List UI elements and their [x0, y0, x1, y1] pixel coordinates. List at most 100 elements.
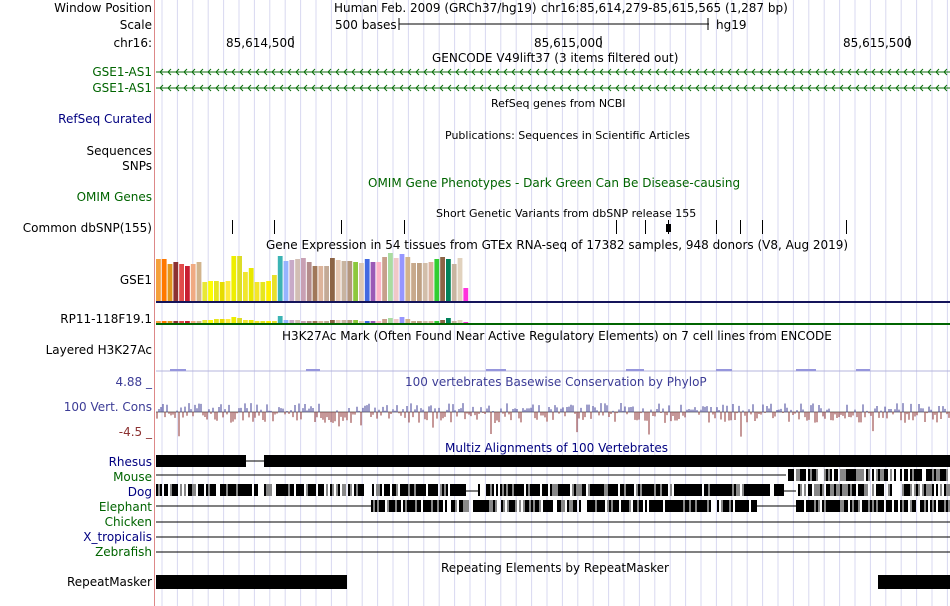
strand-arrow: [167, 84, 172, 92]
alignment-block: [419, 500, 421, 512]
alignment-block: [944, 469, 946, 481]
strand-arrow: [655, 68, 660, 76]
strand-arrow: [607, 68, 612, 76]
gencode-gse1-as1-label-1[interactable]: GSE1-AS1: [92, 65, 152, 79]
alignment-block: [407, 500, 409, 512]
alignment-block: [906, 500, 908, 512]
strand-arrow: [767, 68, 772, 76]
alignment-block: [312, 484, 314, 496]
alignment-block: [557, 500, 559, 512]
gtex-bar-gse1: [161, 259, 167, 301]
alignment-block: [852, 500, 854, 512]
alignment-block: [880, 469, 882, 481]
alignment-block: [623, 500, 625, 512]
omim-genes-label[interactable]: OMIM Genes: [76, 190, 152, 204]
alignment-block: [862, 484, 864, 496]
zebrafish-label[interactable]: Zebrafish: [95, 545, 152, 559]
strand-arrow: [551, 84, 556, 92]
alignment-block: [723, 500, 725, 512]
mouse-label[interactable]: Mouse: [113, 470, 152, 484]
gtex-bar-gse1: [214, 281, 219, 301]
h3k27ac-track[interactable]: [156, 364, 950, 374]
alignment-block: [649, 500, 651, 512]
alignment-block: [451, 500, 453, 512]
refseq-label[interactable]: RefSeq Curated: [58, 112, 152, 126]
alignment-block: [342, 484, 344, 496]
cons-label[interactable]: 100 Vert. Cons: [63, 400, 152, 414]
repeatmasker-track[interactable]: [156, 574, 950, 592]
phylop-track[interactable]: [156, 390, 950, 440]
dog-label[interactable]: Dog: [127, 485, 152, 499]
gtex-track[interactable]: [156, 252, 950, 328]
alignment-block: [942, 469, 944, 481]
gtex-bar-gse1: [411, 263, 416, 301]
strand-arrow: [799, 84, 804, 92]
alignment-block: [156, 455, 246, 467]
dbsnp-label[interactable]: Common dbSNP(155): [22, 221, 152, 235]
alignment-block: [944, 500, 946, 512]
alignment-block: [936, 469, 938, 481]
alignment-block: [818, 500, 820, 512]
strand-arrow: [447, 84, 452, 92]
strand-arrow: [463, 68, 468, 76]
alignment-block: [655, 500, 657, 512]
gtex-bar-gse1: [428, 262, 434, 301]
alignment-block: [318, 484, 320, 496]
h3k27ac-label[interactable]: Layered H3K27Ac: [45, 343, 152, 357]
dbsnp-track[interactable]: [156, 218, 950, 238]
alignment-block: [332, 484, 334, 496]
alignment-block: [214, 484, 216, 496]
alignment-block: [704, 484, 706, 496]
strand-arrow: [919, 68, 924, 76]
strand-arrow: [287, 68, 292, 76]
alignment-block: [507, 500, 509, 512]
xtrop-label[interactable]: X_tropicalis: [83, 530, 152, 544]
gtex-gse1-label[interactable]: GSE1: [119, 273, 152, 287]
strand-arrow: [679, 68, 684, 76]
elephant-label[interactable]: Elephant: [98, 500, 152, 514]
gtex-bar-rp11: [440, 320, 445, 323]
chicken-label[interactable]: Chicken: [104, 515, 152, 529]
gtex-rp11-label[interactable]: RP11-118F19.1: [60, 312, 152, 326]
snps-label[interactable]: SNPs: [122, 159, 152, 173]
alignment-block: [660, 484, 662, 496]
strand-arrow: [943, 84, 948, 92]
gtex-bar-rp11: [318, 321, 324, 323]
gtex-bar-rp11: [451, 321, 457, 323]
window-position-label[interactable]: Window Position: [54, 1, 152, 15]
alignment-block: [430, 484, 432, 496]
alignment-block: [420, 484, 422, 496]
gtex-bar-rp11: [428, 321, 434, 323]
strand-arrow: [455, 68, 460, 76]
alignment-block: [816, 484, 818, 496]
alignment-block: [595, 500, 597, 512]
alignment-block: [716, 484, 718, 496]
scale-label[interactable]: Scale: [119, 18, 152, 32]
strand-arrow: [295, 68, 300, 76]
strand-arrow: [927, 68, 932, 76]
cons-max-label: 4.88 _: [115, 375, 152, 389]
gencode-track[interactable]: [156, 66, 950, 96]
alignment-block: [743, 500, 745, 512]
rhesus-label[interactable]: Rhesus: [108, 455, 152, 469]
multiz-track[interactable]: [156, 454, 950, 558]
alignment-block: [591, 500, 593, 512]
alignment-block: [256, 484, 258, 496]
alignment-block: [542, 484, 544, 496]
alignment-block: [654, 484, 656, 496]
alignment-block: [802, 469, 804, 481]
alignment-block: [912, 469, 914, 481]
gtex-bar-rp11: [248, 320, 254, 323]
strand-arrow: [367, 84, 372, 92]
sequences-label[interactable]: Sequences: [86, 144, 152, 158]
chrom-label[interactable]: chr16:: [113, 36, 152, 50]
alignment-block: [238, 484, 240, 496]
alignment-block: [613, 500, 615, 512]
alignment-block: [477, 500, 479, 512]
repeat-element[interactable]: [878, 575, 950, 589]
alignment-block: [818, 484, 820, 496]
strand-arrow: [407, 84, 412, 92]
repeatmasker-label[interactable]: RepeatMasker: [66, 575, 152, 589]
repeat-element[interactable]: [156, 575, 347, 589]
gencode-gse1-as1-label-2[interactable]: GSE1-AS1: [92, 81, 152, 95]
